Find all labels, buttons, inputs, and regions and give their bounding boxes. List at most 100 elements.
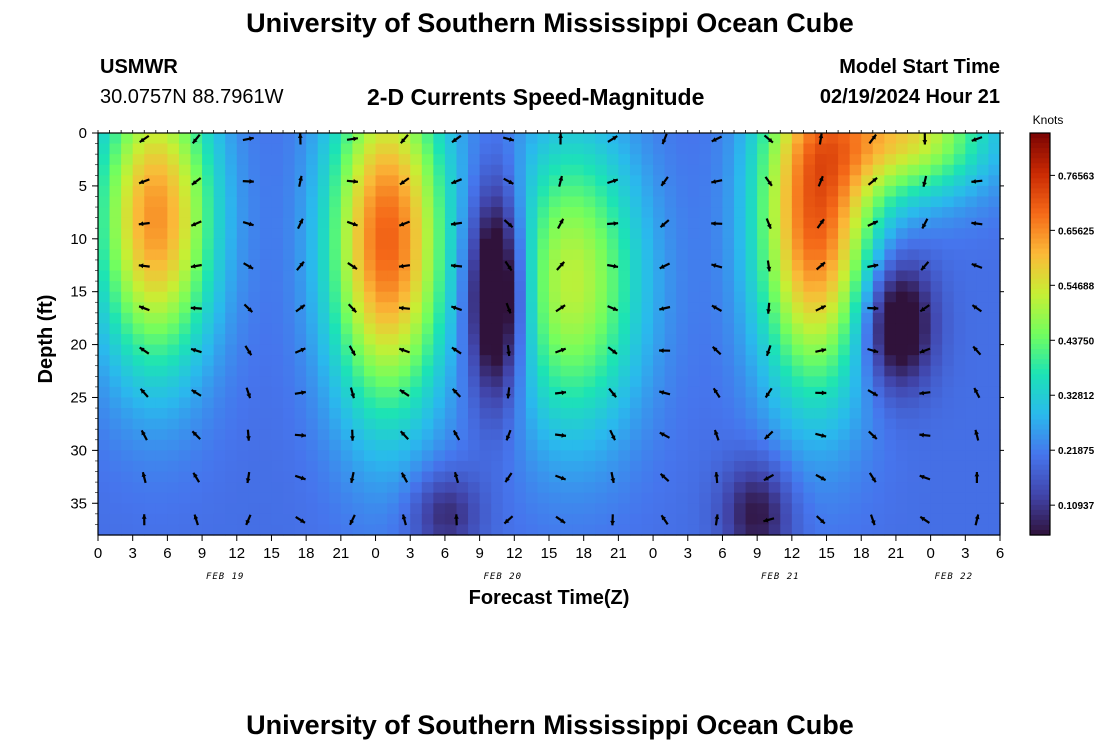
heatmap-cell [595,450,608,462]
heatmap-cell [930,492,943,504]
heatmap-cell [988,450,1001,462]
current-arrow [712,387,721,399]
current-arrow [139,346,150,355]
heatmap-cell [745,460,758,473]
heatmap-cell [641,386,654,399]
heatmap-cell [872,482,885,494]
heatmap-cell [121,450,134,462]
colorbar-segment [1030,474,1050,481]
heatmap-cell [965,312,978,325]
heatmap-cell [595,217,608,229]
heatmap-cell [317,185,330,198]
heatmap-cell [387,397,400,409]
heatmap-cell [352,524,365,536]
heatmap-cell [965,196,978,208]
heatmap-cell [653,429,666,441]
heatmap-cell [98,312,111,325]
heatmap-cell [583,164,596,176]
heatmap-cell [352,133,365,145]
heatmap-cell [144,344,157,356]
heatmap-cell [768,365,781,377]
heatmap-cell [976,386,990,399]
heatmap-cell [965,450,978,462]
heatmap-cell [387,249,400,261]
heatmap-cell [167,312,180,325]
heatmap-cell [352,334,365,346]
heatmap-cell [514,217,527,229]
heatmap-cell [618,196,631,208]
heatmap-cell [861,312,874,325]
heatmap-cell [352,418,365,430]
heatmap-cell [537,291,550,303]
heatmap-cell [884,175,897,187]
heatmap-cell [572,355,585,367]
heatmap-cell [537,365,550,377]
heatmap-cell [363,323,377,335]
heatmap-cell [306,249,319,261]
heatmap-cell [814,334,828,346]
heatmap-cell [988,355,1001,367]
heatmap-cell [109,185,122,198]
heatmap-cell [340,408,354,420]
heatmap-cell [930,397,943,409]
date-label: FEB 19 [206,572,245,582]
heatmap-cell [109,291,122,303]
heatmap-cell [468,355,481,367]
heatmap-cell [722,323,735,335]
heatmap-cell [294,238,307,250]
heatmap-cell [121,238,134,250]
current-arrow [661,133,668,145]
heatmap-cell [398,503,411,515]
heatmap-cell [676,228,689,240]
heatmap-cell [514,376,527,388]
heatmap-cell [606,450,619,462]
heatmap-cell [387,133,400,145]
heatmap-cell [514,418,527,430]
heatmap-cell [479,217,492,229]
heatmap-cell [722,143,735,155]
heatmap-cell [271,312,284,325]
heatmap-cell [595,513,608,526]
heatmap-cell [329,386,342,399]
heatmap-cell [629,450,643,462]
heatmap-cell [780,207,793,219]
colorbar-segment [1030,283,1050,290]
heatmap-cell [132,270,145,282]
heatmap-cell [421,439,434,451]
heatmap-cell [502,154,515,166]
heatmap-cell [826,302,839,314]
heatmap-cell [410,281,423,293]
heatmap-cell [121,503,134,515]
heatmap-cell [768,196,781,208]
colorbar-segment [1030,263,1050,270]
heatmap-cell [676,302,689,314]
current-arrow [765,345,772,357]
heatmap-cell [248,302,261,314]
heatmap-cell [202,154,215,166]
heatmap-cell [121,312,134,325]
colorbar-segment [1030,273,1050,280]
heatmap-cell [444,249,458,261]
heatmap-cell [664,386,677,399]
heatmap-cell [849,312,862,325]
current-arrow [608,387,617,398]
heatmap-cell [965,408,978,420]
heatmap-cell [444,175,458,187]
current-arrow [451,346,462,355]
current-arrow [660,514,669,526]
current-arrow [190,347,202,354]
heatmap-cell [271,376,284,388]
heatmap-cell [491,312,504,325]
heatmap-cell [549,344,562,356]
heatmap-cell [895,439,909,451]
heatmap-cell [363,450,377,462]
heatmap-cell [144,450,157,462]
current-arrow [919,515,931,524]
heatmap-cell [861,185,874,198]
heatmap-cell [236,524,249,536]
heatmap-cell [283,513,296,526]
heatmap-cell [976,418,990,430]
heatmap-cell [121,344,134,356]
heatmap-cell [259,196,273,208]
heatmap-cell [514,355,527,367]
